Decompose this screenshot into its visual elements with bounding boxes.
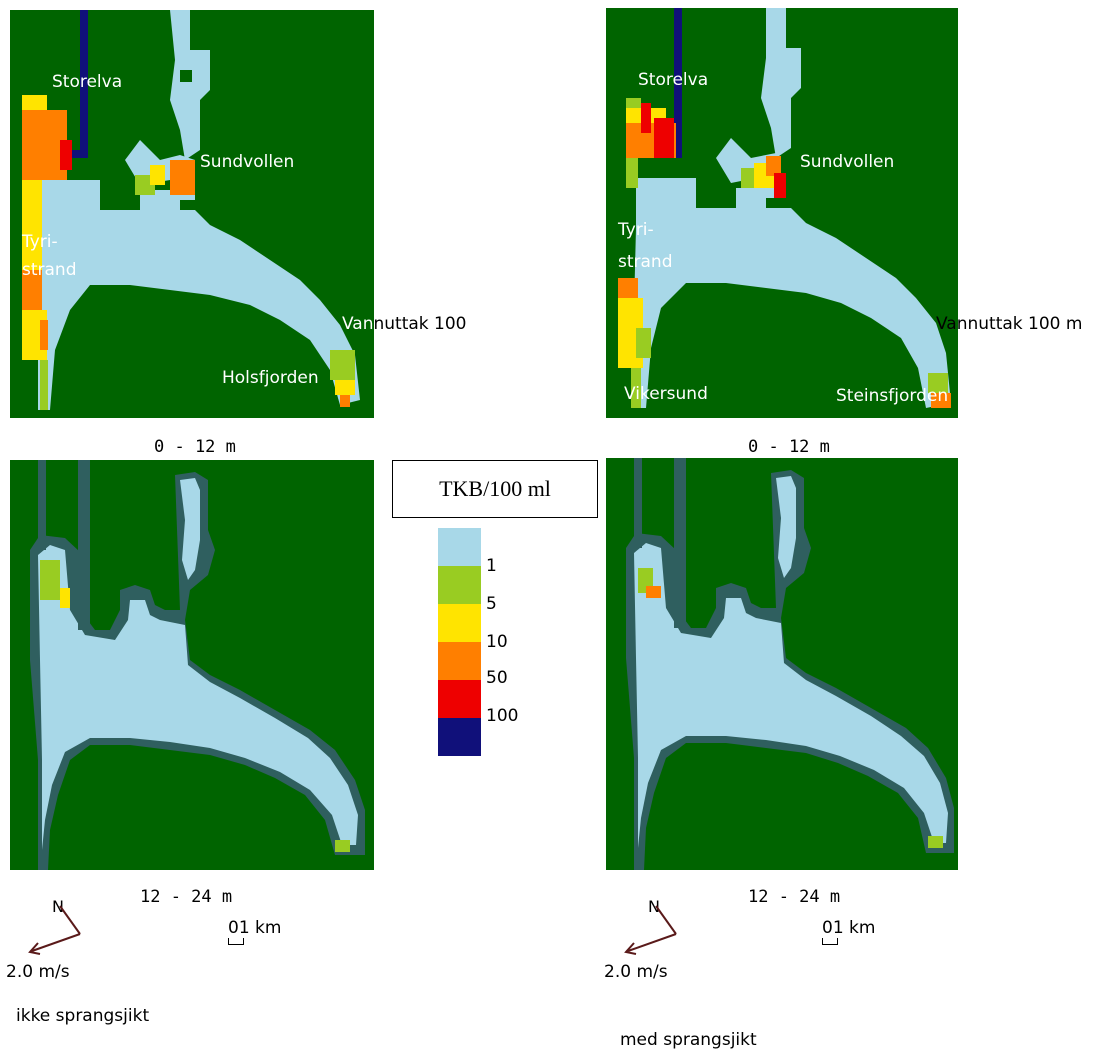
label-tyri: Tyri-: [22, 232, 58, 252]
legend-label-50: 50: [486, 668, 508, 688]
map-bottom-right-graphic: [626, 458, 954, 870]
label-sundvollen: Sundvollen: [800, 152, 895, 172]
label-holsfjorden: Holsfjorden: [222, 368, 319, 388]
map-top-left-graphic: [22, 10, 360, 410]
legend-swatch-5: [438, 566, 481, 604]
legend-swatch-10: [438, 604, 481, 642]
north-label-right: N: [648, 897, 660, 916]
lake-water: [38, 545, 358, 850]
map-bottom-right: [606, 458, 958, 870]
label-storelva: Storelva: [638, 70, 709, 90]
label-vikersund: Vikersund: [624, 384, 708, 404]
legend-swatch-1: [438, 528, 481, 566]
label-vannuttak-overflow: Vannuttak 100: [342, 314, 467, 334]
label-vannuttak: Vannuttak 100: [342, 314, 374, 334]
map-top-right-graphic: [618, 8, 951, 408]
scale-left: 01 km: [228, 918, 282, 938]
depth-caption-bottom-right: 12 - 24 m: [748, 887, 841, 907]
storelva-river: [80, 10, 88, 155]
lake-arm-north: [761, 8, 801, 158]
map-bottom-left-graphic: [30, 460, 365, 870]
label-sundvollen: Sundvollen: [200, 152, 295, 172]
scale-right: 01 km: [822, 918, 876, 938]
label-tyri: Tyri-: [618, 220, 654, 240]
legend-swatch-100: [438, 680, 481, 718]
label-vannuttak: Vannuttak 100 m: [936, 314, 1083, 334]
compass-left: N: [28, 897, 81, 955]
label-storelva: Storelva: [52, 72, 123, 92]
velocity-right: 2.0 m/s: [604, 962, 668, 982]
map-top-left: Storelva Sundvollen Tyri- strand Vannutt…: [10, 10, 374, 418]
legend-swatch-max: [438, 718, 481, 756]
compass-right: N: [624, 897, 677, 955]
depth-caption-top-left: 0 - 12 m: [154, 437, 236, 457]
map-top-right: Storelva Sundvollen Tyri- strand Vikersu…: [606, 8, 958, 418]
north-label-left: N: [52, 897, 64, 916]
note-left: ikke sprangsjikt: [16, 1006, 150, 1026]
scale-bar-left: [228, 938, 244, 945]
legend-label-5: 5: [486, 594, 497, 614]
label-strand: strand: [618, 252, 673, 272]
note-right: med sprangsjikt: [620, 1030, 757, 1050]
legend-label-100: 100: [486, 706, 519, 726]
lake-arm-north: [170, 10, 210, 160]
velocity-left: 2.0 m/s: [6, 962, 70, 982]
scale-bar-right: [822, 938, 838, 945]
storelva-river: [674, 8, 682, 158]
legend-title: TKB/100 ml: [392, 460, 598, 518]
legend-swatch-50: [438, 642, 481, 680]
legend-label-1: 1: [486, 556, 497, 576]
depth-caption-top-right: 0 - 12 m: [748, 437, 830, 457]
label-strand: strand: [22, 260, 77, 280]
lake-water: [634, 543, 948, 848]
lake-water: [634, 178, 951, 408]
label-steinsfjorden: Steinsfjorden: [836, 386, 949, 406]
depth-caption-bottom-left: 12 - 24 m: [140, 887, 233, 907]
map-bottom-left: [10, 460, 374, 870]
lake-water: [38, 180, 360, 410]
legend-label-10: 10: [486, 632, 508, 652]
